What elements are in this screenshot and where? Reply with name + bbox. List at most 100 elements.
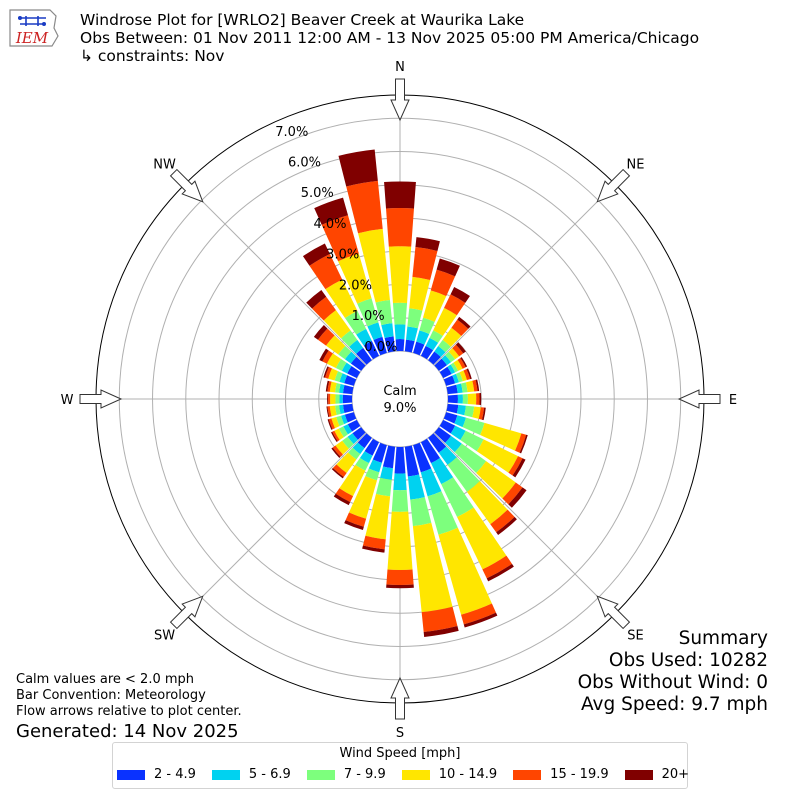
windrose-bar-segment [331, 431, 338, 443]
windrose-bar-segment [341, 362, 352, 374]
windrose-bar-segment [463, 612, 498, 628]
windrose-bar-segment [508, 456, 523, 476]
windrose-bar-segment [452, 373, 459, 384]
legend-item: 7 - 9.9 [306, 767, 386, 782]
flow-arrow-icon [677, 389, 721, 409]
windrose-bar-segment [364, 438, 380, 456]
grid-spoke [184, 183, 367, 366]
windrose-bar-segment [331, 417, 340, 429]
windrose-bar-segment [329, 381, 337, 393]
windrose-bar-segment [465, 380, 475, 393]
windrose-bar-segment [433, 307, 457, 336]
windrose-bar-segment [429, 330, 443, 343]
windrose-bar-segment [347, 366, 361, 379]
windrose-bar-segment [344, 351, 357, 364]
windrose-bar-segment [335, 488, 354, 503]
windrose-bar-segment [452, 344, 464, 357]
windrose-bar-segment [326, 406, 330, 418]
windrose-bar-segment [328, 393, 331, 405]
chart-title: Windrose Plot for [WRLO2] Beaver Creek a… [80, 11, 525, 29]
legend-swatch [306, 769, 335, 780]
windrose-bar-segment [327, 393, 329, 405]
windrose-bar-segment [326, 353, 342, 368]
grid-spoke [433, 183, 616, 366]
windrose-bar-segment [384, 181, 416, 209]
windrose-bar-segment [341, 414, 348, 425]
windrose-bar-segment [384, 336, 396, 353]
constraints: ↳ constraints: Nov [80, 47, 225, 65]
windrose-bar-segment [444, 294, 466, 316]
windrose-bar-segment [464, 405, 475, 418]
windrose-bar-segment [332, 430, 340, 442]
windrose-bar-segment [459, 370, 467, 382]
radial-tick-label: 6.0% [288, 156, 321, 171]
windrose-bar-segment [486, 563, 514, 582]
obs-between: Obs Between: 01 Nov 2011 12:00 AM - 13 N… [80, 29, 700, 47]
calm-note: Calm values are < 2.0 mph [16, 672, 195, 687]
windrose-bar-segment [335, 358, 347, 371]
direction-label: SE [627, 628, 643, 643]
windrose-bar-segment [430, 269, 456, 297]
grid-circle [351, 350, 449, 448]
radial-tick-label: 2.0% [339, 278, 372, 293]
windrose-bar-segment [332, 464, 347, 478]
windrose-bar-segment [338, 345, 352, 360]
windrose-bar-segment [421, 606, 458, 632]
legend-label: 10 - 14.9 [438, 767, 498, 782]
direction-label: N [395, 60, 405, 75]
windrose-bar-segment [386, 569, 414, 585]
axis-labels: N NE E SE S SW W NW 0.0% 1.0% 2.0% 3.0% 4.0% 5.0% 6.0%… [61, 60, 738, 741]
windrose-bar-segment [479, 393, 482, 405]
windrose-bar-segment [481, 407, 486, 421]
direction-label: SW [154, 628, 175, 643]
calm-value: 9.0% [383, 401, 416, 416]
windrose-bar-segment [344, 520, 364, 530]
windrose-bar-segment [427, 491, 458, 535]
windrose-bar-segment [455, 372, 463, 383]
windrose-bar-segment [359, 451, 373, 464]
windrose-bar-segment [415, 237, 440, 251]
windrose-bar-segment [419, 317, 435, 334]
windrose-bar-segment [386, 584, 414, 589]
windrose-bar-segment [461, 382, 468, 393]
windrose-bar-segment [357, 298, 379, 327]
windrose-bar-segment [447, 364, 456, 375]
direction-label: E [729, 393, 737, 408]
direction-label: W [61, 393, 74, 408]
flow-arrows [79, 78, 721, 720]
windrose-bar-segment [363, 340, 380, 360]
windrose-bar-segment [472, 379, 478, 392]
windrose-bar-segment [302, 243, 330, 266]
windrose-bar-segment [335, 440, 349, 455]
radial-tick-label: 3.0% [326, 248, 359, 263]
windrose-bar-segment [313, 324, 328, 340]
windrose-bar-segment [326, 335, 346, 355]
radial-tick-label: 7.0% [275, 125, 308, 140]
windrose-bar-segment [348, 476, 377, 519]
grid-spoke [433, 432, 616, 615]
windrose-bar-segment [325, 380, 330, 392]
windrose-bar-segment [329, 405, 337, 417]
windrose-bar-segment [345, 512, 367, 527]
windrose-bar-segment [328, 368, 339, 381]
summary-obs-used: Obs Used: 10282 [608, 650, 768, 671]
windrose-bar-segment [321, 215, 359, 262]
windrose-bar-segment [457, 358, 466, 369]
windrose-bar-segment [362, 545, 385, 553]
legend-item: 2 - 4.9 [117, 767, 196, 782]
legend-swatch [211, 769, 240, 780]
legend-swatch [624, 769, 653, 780]
windrose-bar-segment [420, 468, 442, 497]
windrose-bar-segment [319, 348, 329, 362]
windrose-bar-segment [475, 379, 480, 392]
windrose-bar-segment [410, 497, 432, 527]
windrose-bar-segment [394, 324, 406, 340]
windrose-bar-segment [404, 339, 415, 353]
windrose-bar-segment [425, 337, 439, 351]
windrose-bar-segment [443, 375, 456, 386]
windrose-bar-segment [332, 445, 343, 457]
windrose-bar-segment [382, 445, 396, 469]
windrose-bar-segment [512, 458, 526, 478]
windrose-bar-segment [328, 418, 335, 430]
